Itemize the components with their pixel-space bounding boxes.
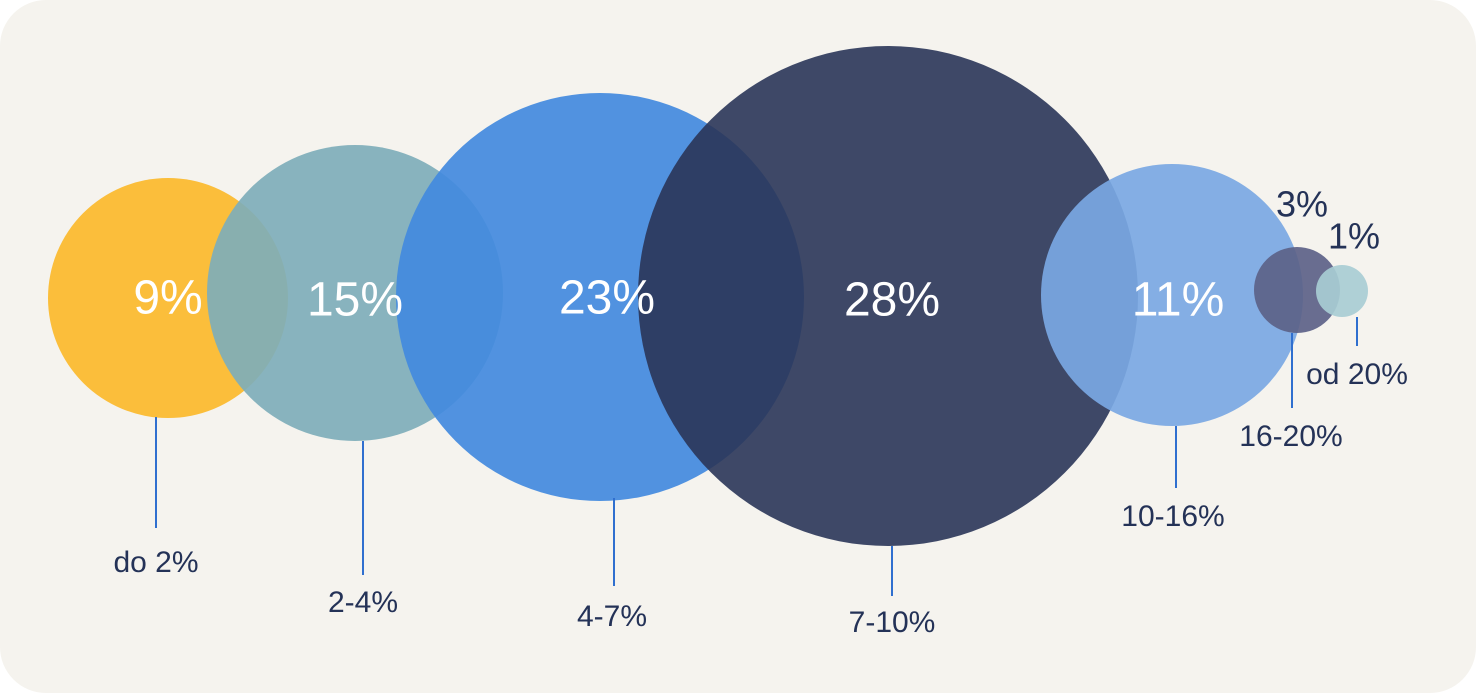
value-label-3: 23% bbox=[559, 272, 655, 325]
bubbles-group bbox=[48, 46, 1368, 546]
value-label-5: 11% bbox=[1132, 274, 1225, 327]
category-label-1: do 2% bbox=[113, 546, 198, 579]
value-label-2: 15% bbox=[307, 274, 403, 327]
bubble-5 bbox=[1041, 164, 1303, 426]
category-label-5: 10-16% bbox=[1121, 500, 1224, 533]
category-label-7: od 20% bbox=[1306, 358, 1408, 391]
bubble-7 bbox=[1316, 265, 1368, 317]
category-label-2: 2-4% bbox=[328, 586, 398, 619]
bubble-4 bbox=[638, 46, 1138, 546]
category-label-3: 4-7% bbox=[577, 600, 647, 633]
category-label-4: 7-10% bbox=[849, 606, 936, 639]
value-labels-group: 9% 15% 23% 28% 11% 3%1% bbox=[133, 184, 1380, 327]
value-label-1: 9% bbox=[133, 272, 202, 325]
value-label-4: 28% bbox=[844, 274, 940, 327]
value-label-7: 1% bbox=[1328, 216, 1380, 257]
category-labels-group: do 2% 2-4% 4-7% 7-10% 10-16% 16-20% od 20% bbox=[113, 358, 1407, 639]
category-label-6: 16-20% bbox=[1239, 420, 1342, 453]
value-label-6: 3% bbox=[1276, 184, 1328, 225]
leader-lines-group bbox=[155, 317, 1358, 596]
bubble-6 bbox=[1254, 247, 1340, 333]
